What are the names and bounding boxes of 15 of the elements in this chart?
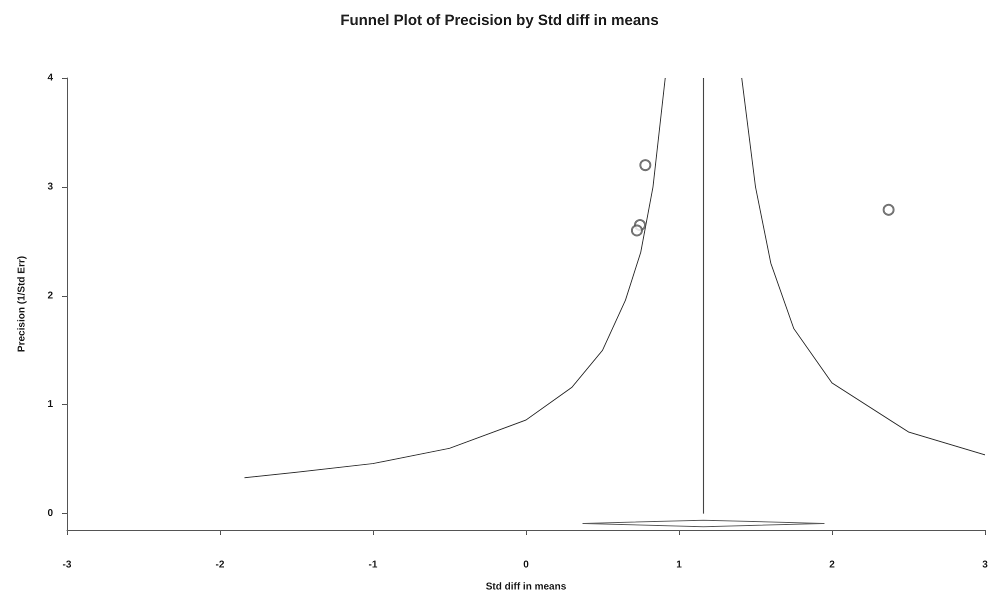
y-tick-label: 1 bbox=[47, 399, 54, 410]
y-tick-label: 3 bbox=[47, 181, 54, 192]
y-tick-label: 0 bbox=[47, 508, 54, 520]
y-tick-label: 4 bbox=[47, 72, 54, 84]
x-tick-label: 3 bbox=[982, 560, 988, 570]
x-tick-label: -2 bbox=[216, 560, 225, 570]
x-tick-label: -1 bbox=[368, 560, 378, 570]
x-tick-label: 2 bbox=[829, 560, 836, 570]
x-tick-label: -3 bbox=[62, 560, 72, 570]
y-tick-label: 2 bbox=[47, 290, 54, 302]
y-axis-title: Precision (1/Std Err) bbox=[16, 256, 28, 352]
x-tick-label: 1 bbox=[676, 560, 682, 570]
x-axis-title: Std diff in means bbox=[486, 582, 567, 592]
chart-title: Funnel Plot of Precision by Std diff in means bbox=[340, 12, 659, 29]
x-tick-label: 0 bbox=[523, 560, 530, 570]
